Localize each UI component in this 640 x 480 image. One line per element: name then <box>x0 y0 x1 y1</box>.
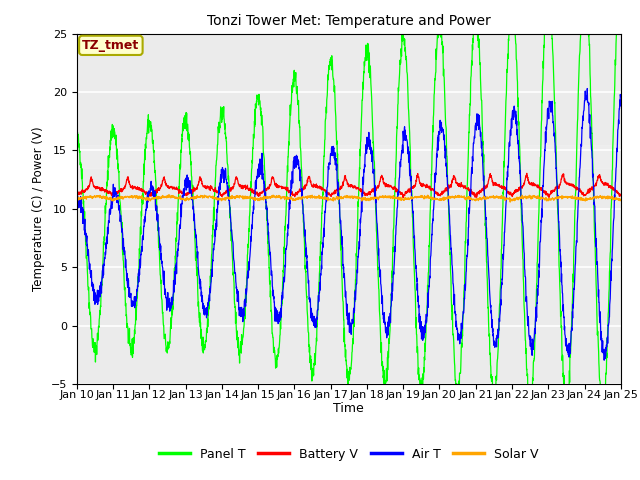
Bar <box>77 144 621 168</box>
Air T <box>365 143 372 149</box>
Panel T <box>376 323 384 329</box>
Air T <box>376 274 384 280</box>
Battery V <box>523 170 531 176</box>
Solar V <box>570 196 577 202</box>
Panel T <box>365 41 372 47</box>
Solar V <box>225 195 232 201</box>
Panel T <box>598 413 605 419</box>
Panel T <box>569 291 577 297</box>
Panel T <box>73 134 81 140</box>
Battery V <box>570 183 577 189</box>
Line: Air T: Air T <box>77 88 621 360</box>
Solar V <box>166 192 173 198</box>
Solar V <box>584 196 592 202</box>
X-axis label: Time: Time <box>333 402 364 415</box>
Y-axis label: Temperature (C) / Power (V): Temperature (C) / Power (V) <box>32 127 45 291</box>
Air T <box>600 357 608 363</box>
Solar V <box>506 199 514 205</box>
Battery V <box>507 192 515 198</box>
Battery V <box>73 192 81 198</box>
Panel T <box>584 12 591 17</box>
Air T <box>73 207 81 213</box>
Battery V <box>399 195 407 201</box>
Text: TZ_tmet: TZ_tmet <box>82 39 140 52</box>
Solar V <box>365 195 372 201</box>
Solar V <box>508 197 515 203</box>
Air T <box>225 189 232 194</box>
Battery V <box>225 187 232 193</box>
Battery V <box>584 186 592 192</box>
Line: Battery V: Battery V <box>77 173 621 198</box>
Air T <box>584 99 592 105</box>
Solar V <box>617 198 625 204</box>
Legend: Panel T, Battery V, Air T, Solar V: Panel T, Battery V, Air T, Solar V <box>154 443 544 466</box>
Line: Solar V: Solar V <box>77 195 621 202</box>
Battery V <box>376 178 384 184</box>
Panel T <box>507 5 515 11</box>
Title: Tonzi Tower Met: Temperature and Power: Tonzi Tower Met: Temperature and Power <box>207 14 491 28</box>
Air T <box>569 315 577 321</box>
Panel T <box>225 173 232 179</box>
Solar V <box>73 196 81 202</box>
Air T <box>617 94 625 99</box>
Line: Panel T: Panel T <box>77 0 621 416</box>
Battery V <box>617 192 625 198</box>
Solar V <box>376 193 384 199</box>
Battery V <box>365 191 372 197</box>
Air T <box>584 85 591 91</box>
Air T <box>507 132 515 138</box>
